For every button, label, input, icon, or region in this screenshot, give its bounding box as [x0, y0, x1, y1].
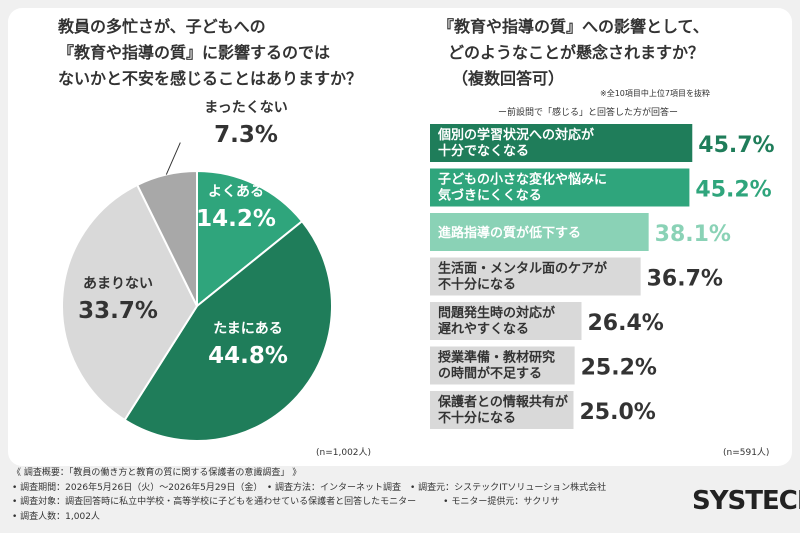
note-top-right: ※全10項目中上位7項目を抜粋: [600, 89, 710, 98]
survey-footer: 《 調査概要：「教員の働き方と教育の質に関する保護者の意識調査」 》 • 調査期…: [12, 466, 606, 524]
question-right-line-3: （複数回答可）: [452, 69, 565, 88]
bar-category-1-line-0: 子どもの小さな変化や悩みに: [438, 172, 607, 188]
bar-category-3-line-1: 不十分になる: [438, 277, 516, 293]
pie-label-0: よくある: [208, 184, 264, 200]
bar-category-5-line-0: 授業準備・教材研究: [438, 350, 555, 366]
footer-line-3: • 調査対象：調査回答時に私立中学校・高等学校に子どもを通わせている保護者と回答…: [12, 497, 560, 507]
bar-category-2-line-0: 進路指導の質が低下する: [438, 225, 581, 241]
pie-value-1: 44.8%: [208, 343, 288, 369]
n-left: (n=1,002人): [316, 448, 372, 458]
bar-value-label-5: 25.2%: [581, 356, 657, 381]
bar-6: [430, 391, 574, 429]
question-left-line-2: 『教育や指導の質』に影響するのでは: [58, 43, 331, 62]
bar-category-0-line-1: 十分でなくなる: [438, 143, 529, 159]
pie-slice-1: [123, 219, 333, 442]
question-left-line-1: 教員の多忙さが、子どもへの: [58, 17, 266, 36]
pie-leader-line-3: [165, 142, 181, 175]
pie-slice-2: [61, 183, 199, 422]
bar-value-label-2: 38.1%: [655, 222, 731, 247]
footer-line-1: 《 調査概要：「教員の働き方と教育の質に関する保護者の意識調査」 》: [12, 468, 302, 478]
bar-3: [430, 257, 641, 296]
pie-label-1: たまにある: [213, 321, 283, 337]
bar-4: [430, 302, 582, 340]
pie-label-3: まったくない: [204, 100, 287, 116]
pie-label-2: あまりない: [83, 276, 153, 292]
bar-category-6-line-1: 不十分になる: [438, 410, 516, 426]
pie-value-3: 7.3%: [214, 122, 278, 148]
question-left: 教員の多忙さが、子どもへの 『教育や指導の質』に影響するのでは ないかと不安を感…: [58, 14, 398, 92]
pie-value-2: 33.7%: [78, 298, 158, 324]
question-left-line-3: ないかと不安を感じることはありますか？: [58, 69, 363, 88]
question-right: 『教育や指導の質』への影響として、 どのようなことが懸念されますか？ （複数回答…: [428, 14, 788, 92]
n-right: (n=591人): [723, 448, 770, 458]
bar-category-1-line-1: 気づきにくくなる: [438, 188, 542, 204]
question-right-line-1: 『教育や指導の質』への影響として、: [438, 17, 709, 36]
bar-2: [430, 213, 649, 251]
sub-note: ー前設問で「感じる」と回答した方が回答ー: [497, 108, 678, 118]
bar-category-0-line-0: 個別の学習状況への対応が: [437, 127, 594, 143]
bar-value-label-4: 26.4%: [588, 311, 664, 336]
question-right-line-2: どのようなことが懸念されますか？: [448, 43, 705, 62]
pie-value-0: 14.2%: [196, 206, 276, 232]
pie-slice-3: [135, 169, 198, 307]
bar-value-label-1: 45.2%: [695, 178, 771, 203]
bar-value-label-0: 45.7%: [698, 133, 774, 158]
bar-category-5-line-1: の時間が不足する: [438, 366, 542, 382]
footer-line-2: • 調査期間：2026年5月26日（火）～2026年5月29日（金） • 調査方…: [12, 482, 607, 493]
bar-category-6-line-0: 保護者との情報共有が: [437, 394, 568, 410]
bar-0: [430, 124, 693, 162]
bar-5: [430, 346, 575, 385]
bar-category-4-line-0: 問題発生時の対応が: [438, 305, 555, 321]
bar-value-label-6: 25.0%: [579, 400, 655, 425]
systech-logo: SYSTECH: [692, 486, 800, 516]
bar-category-3-line-0: 生活面・メンタル面のケアが: [438, 261, 607, 277]
pie-slice-0: [196, 169, 304, 309]
bar-value-label-3: 36.7%: [647, 267, 723, 292]
bar-1: [430, 168, 690, 207]
footer-line-4: • 調査人数：1,002人: [12, 511, 100, 522]
bar-category-4-line-1: 遅れやすくなる: [438, 322, 529, 337]
